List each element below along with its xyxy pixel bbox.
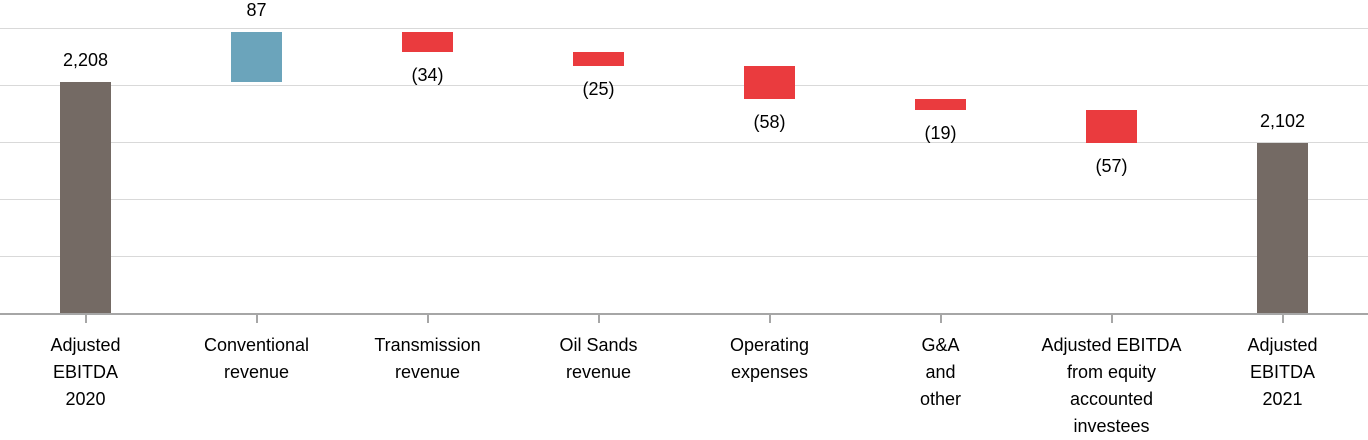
x-axis-tick — [84, 313, 87, 323]
category-label: Conventional revenue — [203, 335, 310, 382]
bar-value-label: 2,208 — [62, 50, 109, 70]
waterfall-bar-total — [60, 82, 111, 313]
waterfall-bar-decrease — [915, 99, 966, 111]
bar-value-label: (25) — [582, 78, 615, 99]
y-gridline — [0, 142, 1368, 143]
y-gridline — [0, 199, 1368, 200]
waterfall-bar-decrease — [744, 65, 795, 100]
category-label: Adjusted EBITDA 2020 — [50, 335, 121, 409]
x-axis-tick — [597, 313, 600, 323]
waterfall-bar-decrease — [573, 51, 624, 66]
waterfall-bar-decrease — [402, 32, 453, 52]
bar-value-label: (19) — [924, 123, 957, 144]
y-gridline — [0, 256, 1368, 257]
category-label: Transmission revenue — [374, 335, 481, 382]
bar-value-label: (57) — [1095, 155, 1128, 176]
x-axis-line — [0, 313, 1368, 315]
bar-value-label: (34) — [411, 64, 444, 85]
bar-value-label: 87 — [246, 0, 267, 20]
x-axis-tick — [426, 313, 429, 323]
waterfall-bar-total — [1257, 142, 1308, 313]
y-gridline — [0, 28, 1368, 29]
category-label: Adjusted EBITDA from equity accounted in… — [1041, 335, 1182, 436]
x-axis-tick — [1110, 313, 1113, 323]
bar-value-label: (58) — [753, 112, 786, 133]
waterfall-bar-decrease — [1086, 110, 1137, 143]
category-label: Adjusted EBITDA 2021 — [1247, 335, 1318, 409]
category-label: Oil Sands revenue — [559, 335, 638, 382]
category-label: Operating expenses — [729, 335, 810, 382]
bar-value-label: 2,102 — [1259, 110, 1306, 131]
x-axis-tick — [255, 313, 258, 323]
category-label: G&A and other — [919, 335, 962, 409]
x-axis-tick — [1281, 313, 1284, 323]
waterfall-bar-increase — [231, 32, 282, 82]
x-axis-tick — [768, 313, 771, 323]
x-axis-tick — [939, 313, 942, 323]
y-gridline — [0, 85, 1368, 86]
